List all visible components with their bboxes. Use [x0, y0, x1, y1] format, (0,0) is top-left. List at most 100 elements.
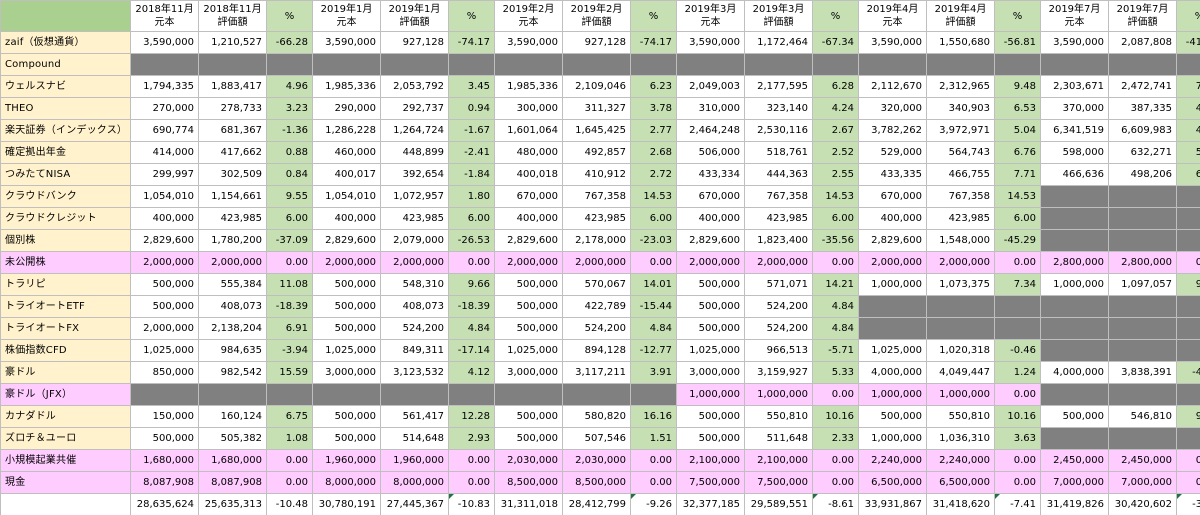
header-valuation-cell[interactable]: 2019年3月 評価額	[744, 0, 813, 32]
empty-cell[interactable]	[994, 295, 1041, 318]
header-principal-cell[interactable]: 2018年11月 元本	[130, 0, 199, 32]
pct-cell[interactable]: 4.96	[266, 75, 313, 98]
row-label-cell[interactable]: 楽天証券（インデックス）	[0, 119, 131, 142]
pct-cell[interactable]: 9.66	[448, 273, 495, 296]
empty-cell[interactable]	[130, 53, 199, 76]
pct-cell[interactable]: 9.71	[1176, 273, 1200, 296]
principal-cell[interactable]: 1,000,000	[858, 383, 927, 406]
empty-cell[interactable]	[1108, 317, 1177, 340]
pct-cell[interactable]: 0.00	[1176, 449, 1200, 472]
principal-cell[interactable]: 1,025,000	[494, 339, 563, 362]
valuation-cell[interactable]: 2,079,000	[380, 229, 449, 252]
valuation-cell[interactable]: 6,609,983	[1108, 119, 1177, 142]
valuation-cell[interactable]: 2,087,808	[1108, 31, 1177, 54]
principal-cell[interactable]: 690,774	[130, 119, 199, 142]
empty-cell[interactable]	[494, 383, 563, 406]
principal-cell[interactable]: 7,500,000	[676, 471, 745, 494]
pct-cell[interactable]: -5.71	[812, 339, 859, 362]
principal-cell[interactable]: 150,000	[130, 405, 199, 428]
valuation-cell[interactable]: 927,128	[380, 31, 449, 54]
principal-cell[interactable]: 1,985,336	[494, 75, 563, 98]
principal-cell[interactable]: 3,000,000	[494, 361, 563, 384]
pct-cell[interactable]: 4.84	[448, 317, 495, 340]
valuation-cell[interactable]: 2,530,116	[744, 119, 813, 142]
valuation-cell[interactable]: 423,985	[380, 207, 449, 230]
header-valuation-cell[interactable]: 2019年7月 評価額	[1108, 0, 1177, 32]
pct-cell[interactable]: 14.53	[994, 185, 1041, 208]
principal-cell[interactable]: 2,100,000	[676, 449, 745, 472]
pct-cell[interactable]: 6.75	[266, 405, 313, 428]
empty-cell[interactable]	[994, 53, 1041, 76]
row-label-cell[interactable]: THEO	[0, 97, 131, 120]
row-label-cell[interactable]: ズロチ＆ユーロ	[0, 427, 131, 450]
empty-cell[interactable]	[994, 317, 1041, 340]
valuation-cell[interactable]: 392,654	[380, 163, 449, 186]
principal-cell[interactable]: 529,000	[858, 141, 927, 164]
empty-cell[interactable]	[562, 53, 631, 76]
pct-cell[interactable]: -67.34	[812, 31, 859, 54]
row-label-cell[interactable]: 確定拠出年金	[0, 141, 131, 164]
principal-cell[interactable]: 3,000,000	[312, 361, 381, 384]
pct-cell[interactable]: 6.53	[994, 97, 1041, 120]
principal-cell[interactable]: 598,000	[1040, 141, 1109, 164]
pct-cell[interactable]: -1.67	[448, 119, 495, 142]
principal-cell[interactable]: 4,000,000	[858, 361, 927, 384]
principal-cell[interactable]: 2,000,000	[312, 251, 381, 274]
pct-cell[interactable]: 0.00	[630, 471, 677, 494]
principal-cell[interactable]: 1,025,000	[676, 339, 745, 362]
pct-cell[interactable]: 14.01	[630, 273, 677, 296]
principal-cell[interactable]: 670,000	[494, 185, 563, 208]
valuation-cell[interactable]: 278,733	[198, 97, 267, 120]
pct-cell[interactable]: 4.84	[812, 317, 859, 340]
row-label-cell[interactable]: クラウドバンク	[0, 185, 131, 208]
empty-cell[interactable]	[676, 53, 745, 76]
empty-cell[interactable]	[380, 53, 449, 76]
pct-cell[interactable]: 16.16	[630, 405, 677, 428]
principal-cell[interactable]: 3,590,000	[312, 31, 381, 54]
valuation-cell[interactable]: 571,071	[744, 273, 813, 296]
valuation-cell[interactable]: 340,903	[926, 97, 995, 120]
principal-cell[interactable]: 500,000	[494, 427, 563, 450]
principal-cell[interactable]: 1,054,010	[130, 185, 199, 208]
empty-cell[interactable]	[494, 53, 563, 76]
valuation-cell[interactable]: 3,117,211	[562, 361, 631, 384]
empty-cell[interactable]	[1108, 229, 1177, 252]
empty-cell[interactable]	[1108, 53, 1177, 76]
row-label-cell[interactable]: 豪ドル	[0, 361, 131, 384]
pct-cell[interactable]: 9.36	[1176, 405, 1200, 428]
valuation-cell[interactable]: 505,382	[198, 427, 267, 450]
valuation-cell[interactable]: 3,838,391	[1108, 361, 1177, 384]
empty-cell[interactable]	[1040, 185, 1109, 208]
principal-cell[interactable]: 2,000,000	[494, 251, 563, 274]
empty-cell[interactable]	[1176, 317, 1200, 340]
principal-cell[interactable]: 500,000	[494, 405, 563, 428]
valuation-cell[interactable]: 1,036,310	[926, 427, 995, 450]
total-pct-cell[interactable]: -8.61	[812, 493, 859, 515]
valuation-cell[interactable]: 7,000,000	[1108, 471, 1177, 494]
principal-cell[interactable]: 3,590,000	[130, 31, 199, 54]
valuation-cell[interactable]: 1,097,057	[1108, 273, 1177, 296]
valuation-cell[interactable]: 580,820	[562, 405, 631, 428]
valuation-cell[interactable]: 410,912	[562, 163, 631, 186]
pct-cell[interactable]: 6.00	[994, 207, 1041, 230]
valuation-cell[interactable]: 1,172,464	[744, 31, 813, 54]
pct-cell[interactable]: 0.00	[812, 383, 859, 406]
header-pct-cell[interactable]: %	[630, 0, 677, 32]
pct-cell[interactable]: 1.51	[630, 427, 677, 450]
pct-cell[interactable]: 0.00	[994, 383, 1041, 406]
pct-cell[interactable]: 6.23	[630, 75, 677, 98]
row-label-cell[interactable]: 株価指数CFD	[0, 339, 131, 362]
principal-cell[interactable]: 3,590,000	[1040, 31, 1109, 54]
pct-cell[interactable]: -74.17	[448, 31, 495, 54]
principal-cell[interactable]: 500,000	[130, 427, 199, 450]
pct-cell[interactable]: -15.44	[630, 295, 677, 318]
pct-cell[interactable]: 14.53	[812, 185, 859, 208]
empty-cell[interactable]	[926, 53, 995, 76]
principal-cell[interactable]: 433,334	[676, 163, 745, 186]
valuation-cell[interactable]: 1,073,375	[926, 273, 995, 296]
empty-cell[interactable]	[266, 383, 313, 406]
valuation-cell[interactable]: 2,000,000	[198, 251, 267, 274]
principal-cell[interactable]: 1,000,000	[858, 273, 927, 296]
total-pct-cell[interactable]: -10.83	[448, 493, 495, 515]
pct-cell[interactable]: 14.53	[630, 185, 677, 208]
